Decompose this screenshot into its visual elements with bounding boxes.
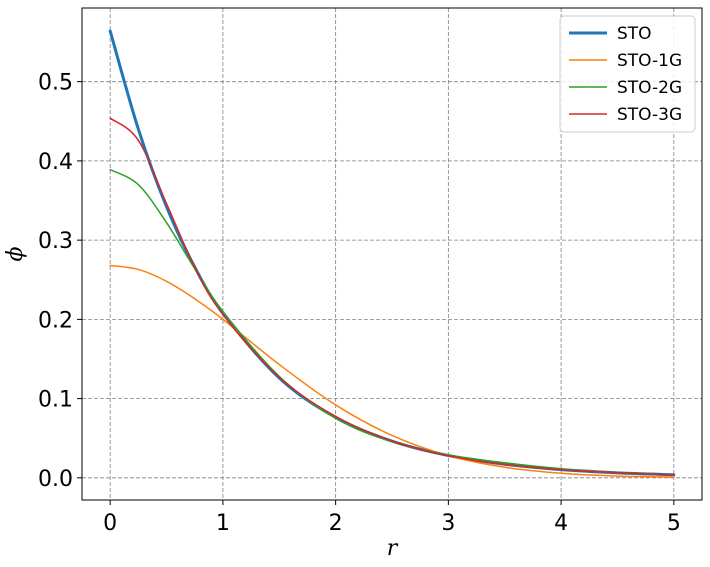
plot-area-frame [81, 7, 703, 501]
x-axis-label: r [387, 536, 399, 561]
x-tick-label: 0 [103, 511, 117, 536]
x-tick-label: 1 [216, 511, 230, 536]
y-tick-label: 0.1 [38, 388, 73, 413]
legend: STO STO-1G STO-2G STO-3G [559, 15, 696, 133]
y-tick-label: 0.3 [38, 229, 73, 254]
series-line-sto-1g [109, 264, 675, 478]
x-tick-label: 2 [329, 511, 343, 536]
legend-label-sto-1g: STO-1G [617, 51, 682, 71]
x-tick-label: 3 [441, 511, 455, 536]
x-axis-ticks: 0 1 2 3 4 5 [103, 500, 681, 536]
y-tick-label: 0.5 [38, 71, 73, 96]
y-tick-label: 0.2 [38, 308, 73, 333]
y-tick-label: 0.4 [38, 150, 73, 175]
y-axis-label: ϕ [3, 247, 28, 262]
x-tick-label: 5 [667, 511, 681, 536]
x-tick-label: 4 [554, 511, 568, 536]
legend-label-sto-2g: STO-2G [617, 78, 682, 98]
y-axis-ticks: 0.0 0.1 0.2 0.3 0.4 0.5 [38, 71, 82, 492]
legend-frame [559, 15, 696, 133]
series-line-sto-3g [109, 117, 675, 476]
y-tick-label: 0.0 [38, 467, 73, 492]
series-lines [108, 29, 676, 478]
legend-label-sto: STO [617, 24, 652, 44]
series-line-sto-2g [109, 168, 675, 476]
legend-label-sto-3g: STO-3G [617, 105, 682, 125]
